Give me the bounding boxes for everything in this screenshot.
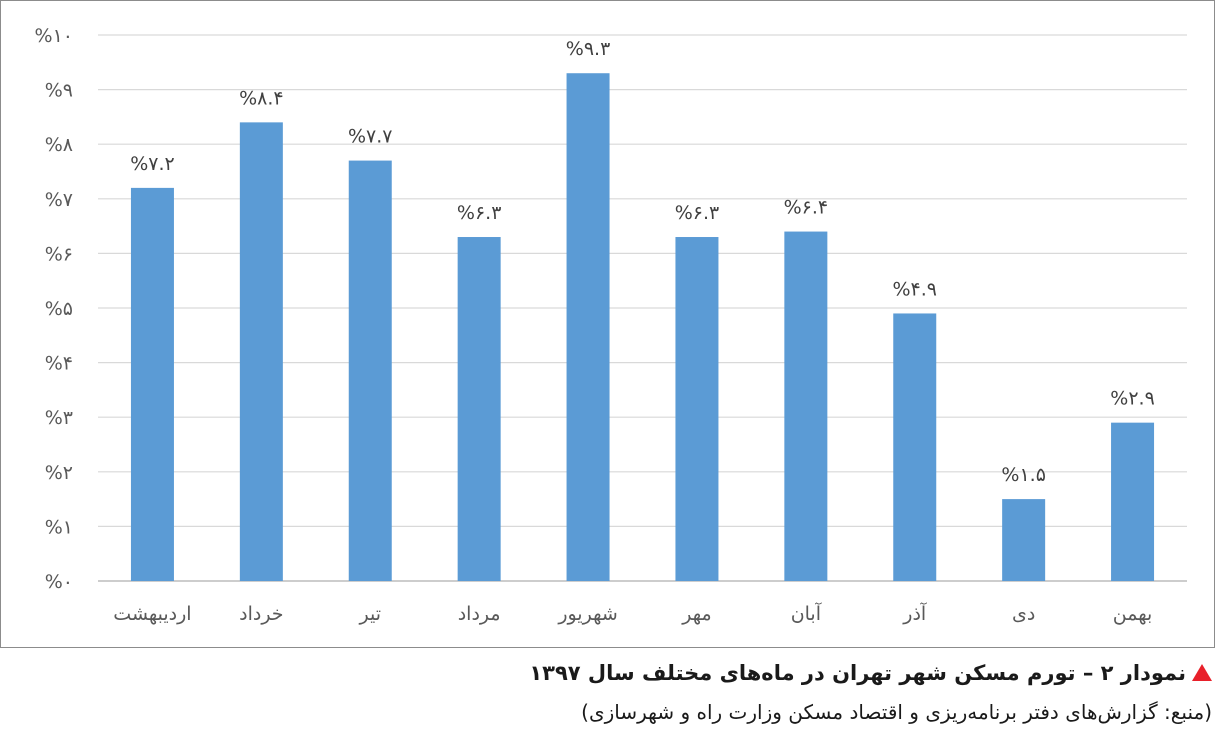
x-category-label: تیر <box>358 603 381 625</box>
caption-source: (منبع: گزارش‌های دفتر برنامه‌ریزی و اقتص… <box>581 700 1212 724</box>
bar <box>130 187 174 581</box>
caption-triangle-icon <box>1192 663 1212 681</box>
caption-title: نمودار ۲ – تورم مسکن شهر تهران در ماه‌ها… <box>529 661 1186 685</box>
x-category-label: اردیبهشت <box>113 603 191 625</box>
bar <box>457 237 501 581</box>
y-tick-label: %۱ <box>45 516 73 538</box>
bar <box>1111 422 1155 581</box>
y-tick-label: %۹ <box>45 80 73 102</box>
y-tick-label: %۱۰ <box>35 25 73 47</box>
caption-title-row: نمودار ۲ – تورم مسکن شهر تهران در ماه‌ها… <box>12 654 1212 692</box>
data-label: %۸.۴ <box>239 87 284 109</box>
y-tick-label: %۸ <box>45 134 73 156</box>
x-category-label: شهریور <box>557 603 617 625</box>
data-label: %۹.۳ <box>566 38 611 60</box>
figure-caption: نمودار ۲ – تورم مسکن شهر تهران در ماه‌ها… <box>12 654 1212 732</box>
data-label: %۴.۹ <box>892 278 937 300</box>
data-label: %۷.۲ <box>130 153 175 175</box>
x-category-label: بهمن <box>1113 603 1153 625</box>
x-category-label: آبان <box>791 601 822 625</box>
y-tick-label: %۷ <box>45 189 73 211</box>
bar <box>239 122 283 582</box>
data-label: %۶.۳ <box>675 202 720 224</box>
data-label: %۱.۵ <box>1001 464 1046 486</box>
x-category-label: مهر <box>681 603 711 625</box>
data-label: %۲.۹ <box>1110 388 1155 410</box>
data-label: %۶.۴ <box>784 197 829 219</box>
x-category-label: آذر <box>902 601 927 625</box>
y-tick-label: %۰ <box>45 571 73 593</box>
bar <box>784 231 828 581</box>
x-category-label: خرداد <box>239 603 283 625</box>
bar <box>675 237 719 581</box>
x-category-label: مرداد <box>458 603 501 625</box>
y-tick-label: %۲ <box>45 462 73 484</box>
chart-frame: %۰ %۱ %۲ %۳ %۴ %۵ %۶ %۷ %۸ %۹ %۱۰ %۷.۲ %۸.۴ %۷.۷ %۶.۳… <box>0 0 1215 648</box>
x-axis-category-labels: اردیبهشت خرداد تیر مرداد شهریور مهر آبان آذر دی ب… <box>113 601 1152 625</box>
bar-chart: %۰ %۱ %۲ %۳ %۴ %۵ %۶ %۷ %۸ %۹ %۱۰ %۷.۲ %۸.۴ %۷.۷ %۶.۳… <box>35 25 1187 625</box>
data-labels: %۷.۲ %۸.۴ %۷.۷ %۶.۳ %۹.۳ %۶.۳ %۶.۴ %۴.۹ %۱.۵ %۲.۹ <box>130 38 1155 486</box>
y-tick-label: %۶ <box>45 243 73 265</box>
data-label: %۷.۷ <box>348 126 393 148</box>
bar <box>566 73 610 581</box>
bar <box>348 160 392 581</box>
y-axis-tick-labels: %۰ %۱ %۲ %۳ %۴ %۵ %۶ %۷ %۸ %۹ %۱۰ <box>35 25 73 593</box>
bar <box>1002 499 1046 581</box>
bars <box>130 73 1155 582</box>
y-tick-label: %۵ <box>45 298 73 320</box>
y-tick-label: %۴ <box>45 353 73 375</box>
bar <box>893 313 937 581</box>
y-tick-label: %۳ <box>45 407 73 429</box>
x-category-label: دی <box>1012 603 1035 625</box>
data-label: %۶.۳ <box>457 202 502 224</box>
